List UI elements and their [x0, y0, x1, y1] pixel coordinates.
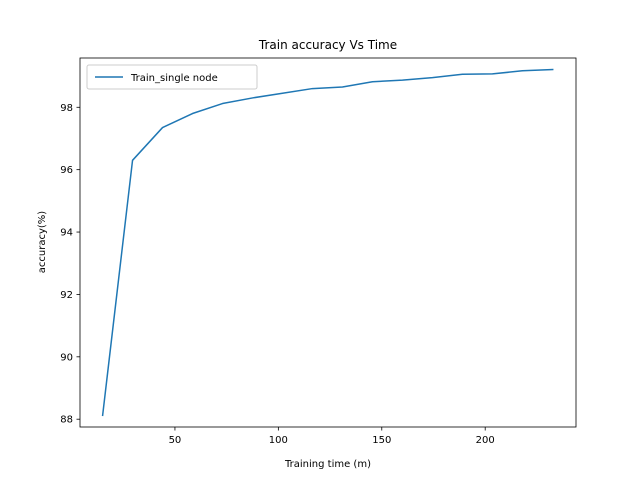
legend: Train_single node	[86, 64, 258, 90]
chart-title: Train accuracy Vs Time	[258, 38, 397, 52]
y-tick-label: 98	[60, 103, 73, 114]
y-tick-label: 90	[60, 352, 73, 363]
series-layer	[101, 68, 554, 417]
y-tick-label: 92	[60, 290, 73, 301]
x-axis-label: Training time (m)	[284, 459, 371, 470]
axis-ticks: 50 100 150 200 88 90 92 94 96 98	[60, 103, 494, 446]
y-axis-label: accuracy(%)	[37, 211, 48, 274]
y-tick-label: 88	[60, 415, 73, 426]
x-tick-label: 200	[476, 435, 495, 446]
legend-box	[86, 64, 258, 90]
x-tick-label: 50	[169, 435, 182, 446]
plot-frame	[79, 57, 577, 428]
x-tick-label: 100	[269, 435, 288, 446]
legend-label: Train_single node	[130, 73, 218, 84]
series-line	[101, 68, 554, 417]
y-tick-label: 94	[60, 228, 73, 239]
y-tick-label: 96	[60, 165, 73, 176]
x-tick-label: 150	[372, 435, 391, 446]
